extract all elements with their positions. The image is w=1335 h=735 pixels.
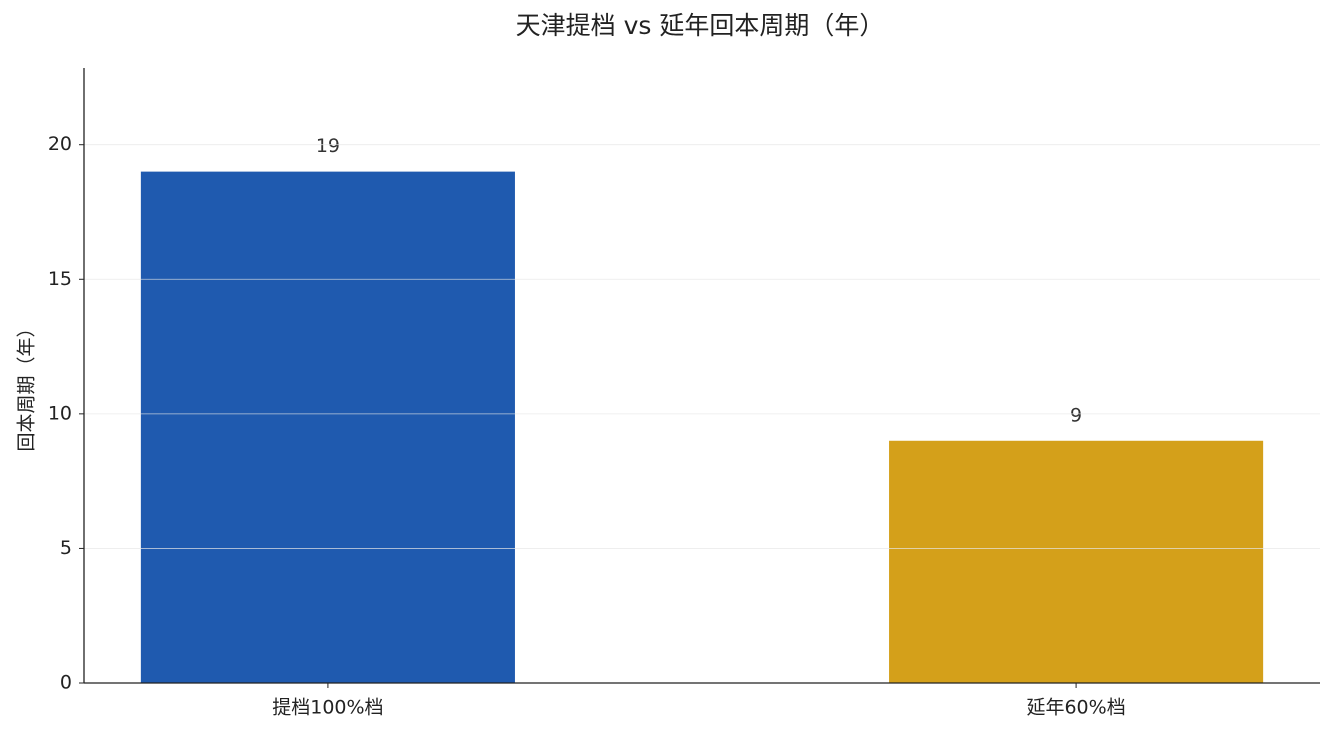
y-tick-label: 20 (48, 133, 72, 155)
y-tick-label: 5 (60, 537, 72, 559)
x-tick-label: 提档100%档 (272, 697, 383, 719)
y-tick-label: 10 (48, 402, 72, 424)
y-axis-label: 回本周期（年） (16, 318, 38, 451)
y-tick-label: 15 (48, 268, 72, 290)
bar (889, 440, 1264, 683)
chart-title: 天津提档 vs 延年回本周期（年） (516, 11, 885, 40)
value-label: 9 (1070, 404, 1082, 426)
bar (140, 171, 515, 683)
x-tick-label: 延年60%档 (1026, 697, 1125, 719)
y-tick-label: 0 (60, 672, 72, 694)
value-label: 19 (316, 135, 340, 157)
